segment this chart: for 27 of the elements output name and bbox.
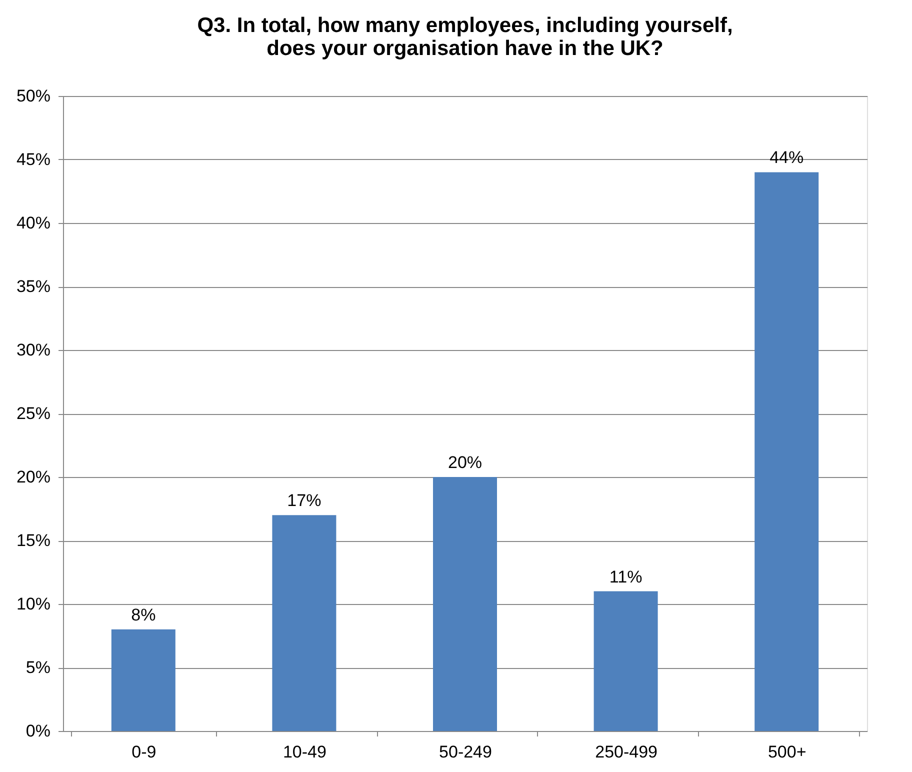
x-tick-label: 10-49 bbox=[282, 742, 326, 762]
x-tick-label: 50-249 bbox=[439, 742, 492, 762]
y-tick-label: 20% bbox=[16, 468, 50, 486]
data-label: 11% bbox=[609, 567, 642, 586]
y-tick-label: 25% bbox=[16, 404, 50, 423]
bar bbox=[433, 477, 497, 731]
data-label: 17% bbox=[287, 491, 322, 510]
bar bbox=[594, 591, 658, 731]
y-tick-label: 10% bbox=[16, 594, 50, 614]
x-tick-label: 500+ bbox=[768, 742, 806, 762]
data-label: 20% bbox=[448, 453, 482, 472]
bar bbox=[754, 172, 819, 731]
y-tick-label: 35% bbox=[16, 277, 50, 296]
y-tick-label: 5% bbox=[26, 658, 50, 677]
data-label: 8% bbox=[131, 605, 156, 624]
y-tick-label: 40% bbox=[16, 214, 50, 232]
y-tick-label: 50% bbox=[16, 86, 50, 106]
y-tick-label: 45% bbox=[16, 150, 50, 169]
bar bbox=[111, 629, 176, 731]
y-tick-label: 30% bbox=[16, 340, 50, 360]
y-tick-label: 0% bbox=[26, 722, 50, 740]
data-label: 44% bbox=[770, 148, 804, 168]
chart-title: Q3. In total, how many employees, including yourself, does your organisation have in the UK? bbox=[197, 14, 733, 60]
y-tick-label: 15% bbox=[16, 531, 50, 550]
x-tick-label: 0-9 bbox=[132, 742, 156, 762]
bar bbox=[272, 515, 336, 731]
x-tick-label: 250-499 bbox=[595, 742, 658, 762]
